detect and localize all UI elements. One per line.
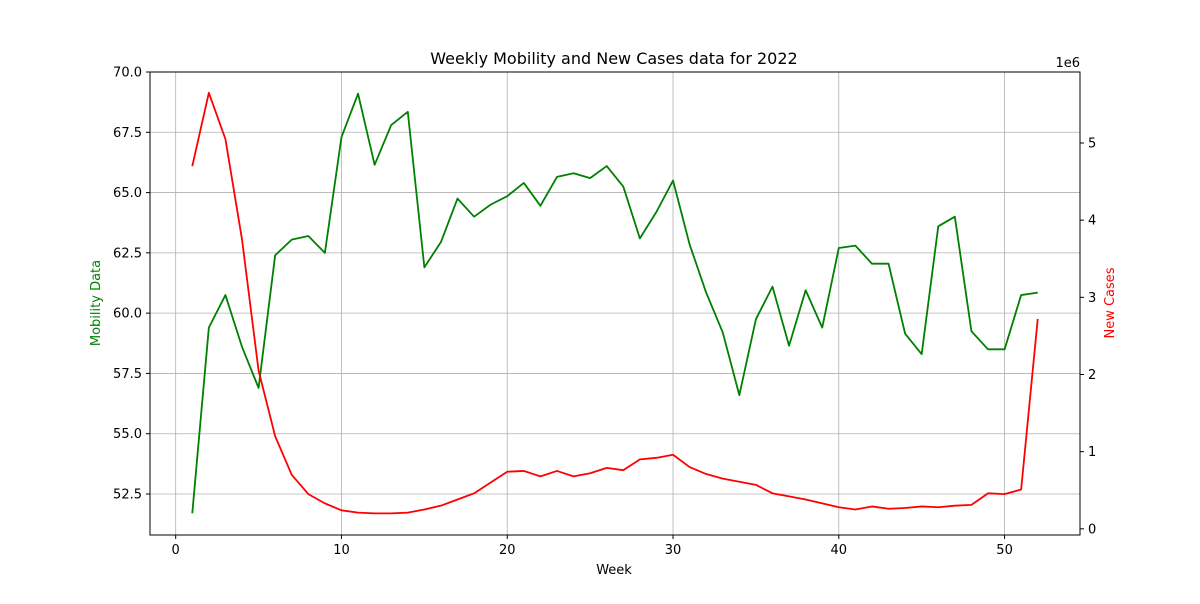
y2-tick-label: 1 [1088,445,1096,460]
x-axis-label: Week [596,563,632,578]
x-tick-label: 10 [333,543,350,558]
grid [150,71,1080,535]
y-tick-label: 52.5 [113,488,142,503]
x-tick-label: 30 [665,543,682,558]
y-tick-label: 65.0 [113,186,142,201]
y-axis-left-ticks: 52.5 55.0 57.5 60.0 62.5 65.0 67.5 70.0 [113,66,150,503]
y-tick-label: 57.5 [113,367,142,382]
y2-tick-label: 0 [1088,522,1096,537]
y2-tick-label: 4 [1088,214,1096,229]
y-axis-left-label: Mobility Data [89,260,104,346]
x-tick-label: 50 [996,543,1013,558]
y-tick-label: 67.5 [113,126,142,141]
x-tick-label: 40 [831,543,848,558]
x-tick-label: 0 [172,543,180,558]
series-line-new-cases [191,91,1039,515]
y-tick-label: 70.0 [113,66,142,81]
y-tick-label: 60.0 [113,307,142,322]
plot-frame [149,71,1081,536]
x-axis-ticks: 0 10 20 30 40 50 [172,535,1013,558]
y-axis-right-offset-text: 1e6 [1055,56,1080,71]
y2-tick-label: 3 [1088,291,1096,306]
y-tick-label: 55.0 [113,427,142,442]
chart-title: Weekly Mobility and New Cases data for 2… [430,49,797,68]
x-tick-label: 20 [499,543,516,558]
y2-tick-label: 2 [1088,368,1096,383]
series-lines [191,91,1039,515]
y-axis-right-ticks: 0 1 2 3 4 5 [1080,136,1096,537]
y2-tick-label: 5 [1088,136,1096,151]
y-axis-right-label: New Cases [1103,267,1118,338]
series-line-mobility-data [191,92,1038,514]
y-tick-label: 62.5 [113,246,142,261]
